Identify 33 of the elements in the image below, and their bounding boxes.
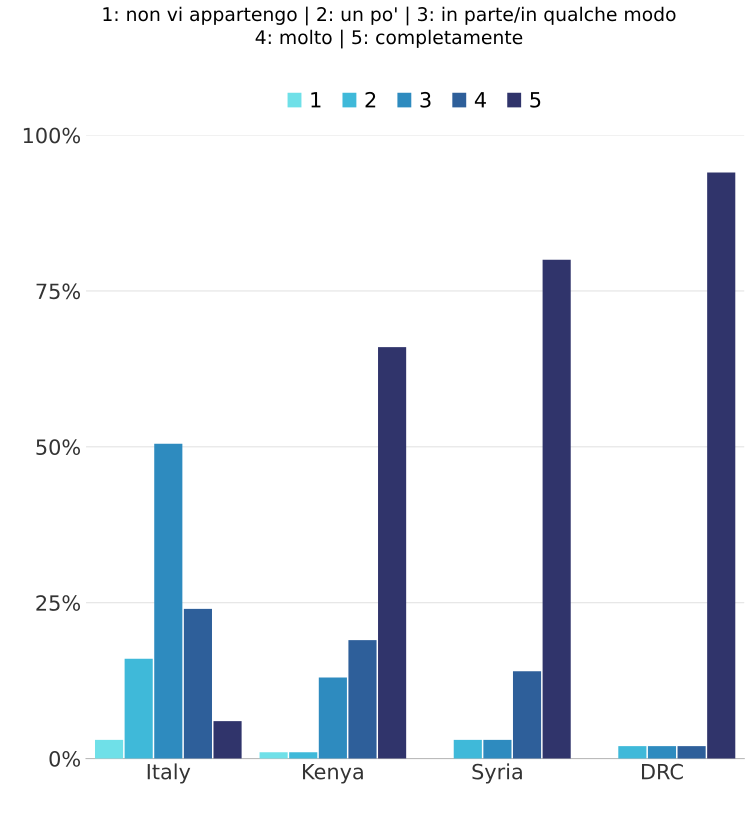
y-tick-label: 0% bbox=[49, 750, 80, 767]
bar bbox=[707, 172, 736, 759]
bar bbox=[512, 671, 542, 759]
y-tick-label: 25% bbox=[36, 595, 80, 611]
bar bbox=[618, 746, 646, 759]
bar bbox=[184, 608, 212, 759]
chart-title: 1: non vi appartengo | 2: un po' | 3: in parte/in qualche modo 4: molto | 5: completamente bbox=[103, 6, 676, 48]
legend-label: 1 bbox=[311, 92, 320, 108]
x-tick-label: DRC bbox=[642, 764, 683, 780]
bar bbox=[260, 752, 288, 759]
bar bbox=[318, 677, 347, 759]
legend-label: 4 bbox=[474, 92, 486, 108]
bar bbox=[94, 740, 124, 759]
bar bbox=[289, 752, 318, 759]
bar bbox=[483, 740, 512, 759]
legend-label: 3 bbox=[420, 92, 431, 108]
legend-label: 2 bbox=[366, 92, 376, 108]
x-tick-label: Kenya bbox=[303, 764, 363, 784]
bar bbox=[454, 740, 482, 759]
bar bbox=[348, 640, 377, 759]
bar bbox=[678, 746, 706, 759]
legend-label: 5 bbox=[530, 92, 540, 108]
bar bbox=[124, 658, 153, 759]
x-tick-label: Italy bbox=[148, 763, 190, 784]
y-tick-label: 50% bbox=[36, 439, 80, 456]
x-tick-label: Syria bbox=[472, 763, 522, 784]
bar bbox=[542, 260, 571, 759]
bar bbox=[378, 347, 406, 759]
y-tick-label: 75% bbox=[36, 283, 80, 300]
bar bbox=[213, 721, 242, 759]
y-tick-label: 100% bbox=[24, 128, 80, 144]
bar bbox=[154, 444, 182, 759]
bar bbox=[648, 746, 676, 759]
